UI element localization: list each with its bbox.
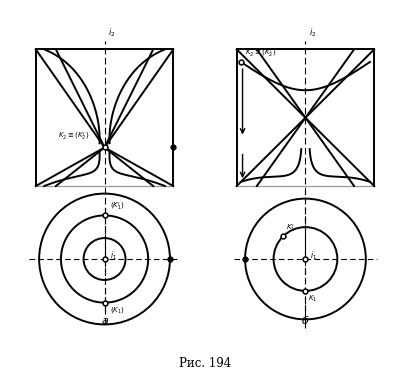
- Text: $i_1$: $i_1$: [310, 249, 317, 262]
- Text: а: а: [101, 316, 108, 326]
- Text: $K_1$: $K_1$: [307, 293, 317, 304]
- Text: $i_1$: $i_1$: [109, 249, 116, 262]
- Text: б: б: [301, 316, 308, 326]
- Text: $(K_1^{\prime})$: $(K_1^{\prime})$: [109, 201, 124, 213]
- Text: $i_2$: $i_2$: [108, 27, 115, 39]
- Text: $K_2{\equiv}(K_2^{\prime})$: $K_2{\equiv}(K_2^{\prime})$: [58, 131, 90, 143]
- Text: $K_1^{\prime}$: $K_1^{\prime}$: [285, 223, 295, 235]
- Text: Рис. 194: Рис. 194: [178, 358, 231, 370]
- Text: $(K_1)$: $(K_1)$: [109, 305, 124, 315]
- Text: $K_2{\equiv}(K_2^{\prime})$: $K_2{\equiv}(K_2^{\prime})$: [245, 48, 276, 60]
- Text: $i_2$: $i_2$: [308, 27, 315, 39]
